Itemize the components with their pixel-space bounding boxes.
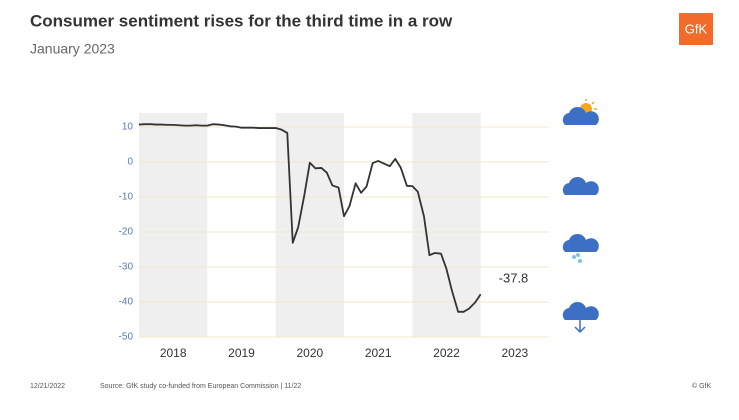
line [138,123,482,313]
plot: 10 0 -10 -20 -30 -40 -50 2018 2019 2020 2021 2022 20… [119,113,549,360]
y-tick-label: -40 [119,297,134,308]
logo-box [679,13,713,45]
year-band [139,113,208,337]
icon-sun-cloud [562,99,599,125]
y-tick-label: 10 [122,122,134,133]
y-tick-label: -20 [119,227,134,238]
y-tick-label: -30 [119,262,134,273]
footer-copyright: © GfK [692,382,711,390]
y-tick-label: -50 [119,332,134,343]
x-tick-label: 2021 [365,346,392,360]
data-label: -37.8 [499,271,529,286]
chart-subtitle: January 2023 [30,41,115,57]
x-tick-label: 2019 [228,346,255,360]
weather-icons [562,99,599,334]
footer-source: Source: GfK study co-funded from Europea… [100,383,301,390]
icon-down [562,301,599,334]
icon-cloud [562,176,599,195]
chart-title: Consumer sentiment rises for the third t… [30,11,453,30]
x-tick-label: 2020 [296,346,323,360]
year-band [275,113,344,337]
year-band [412,113,481,337]
x-tick-label: 2022 [433,346,460,360]
x-tick-label: 2023 [501,346,528,360]
footer-date: 12/21/2022 [30,383,65,390]
y-tick-label: -10 [119,192,134,203]
logo: GfK [685,21,708,36]
icon-rain [562,233,599,263]
y-tick-label: 0 [127,157,133,168]
x-tick-label: 2018 [160,346,187,360]
